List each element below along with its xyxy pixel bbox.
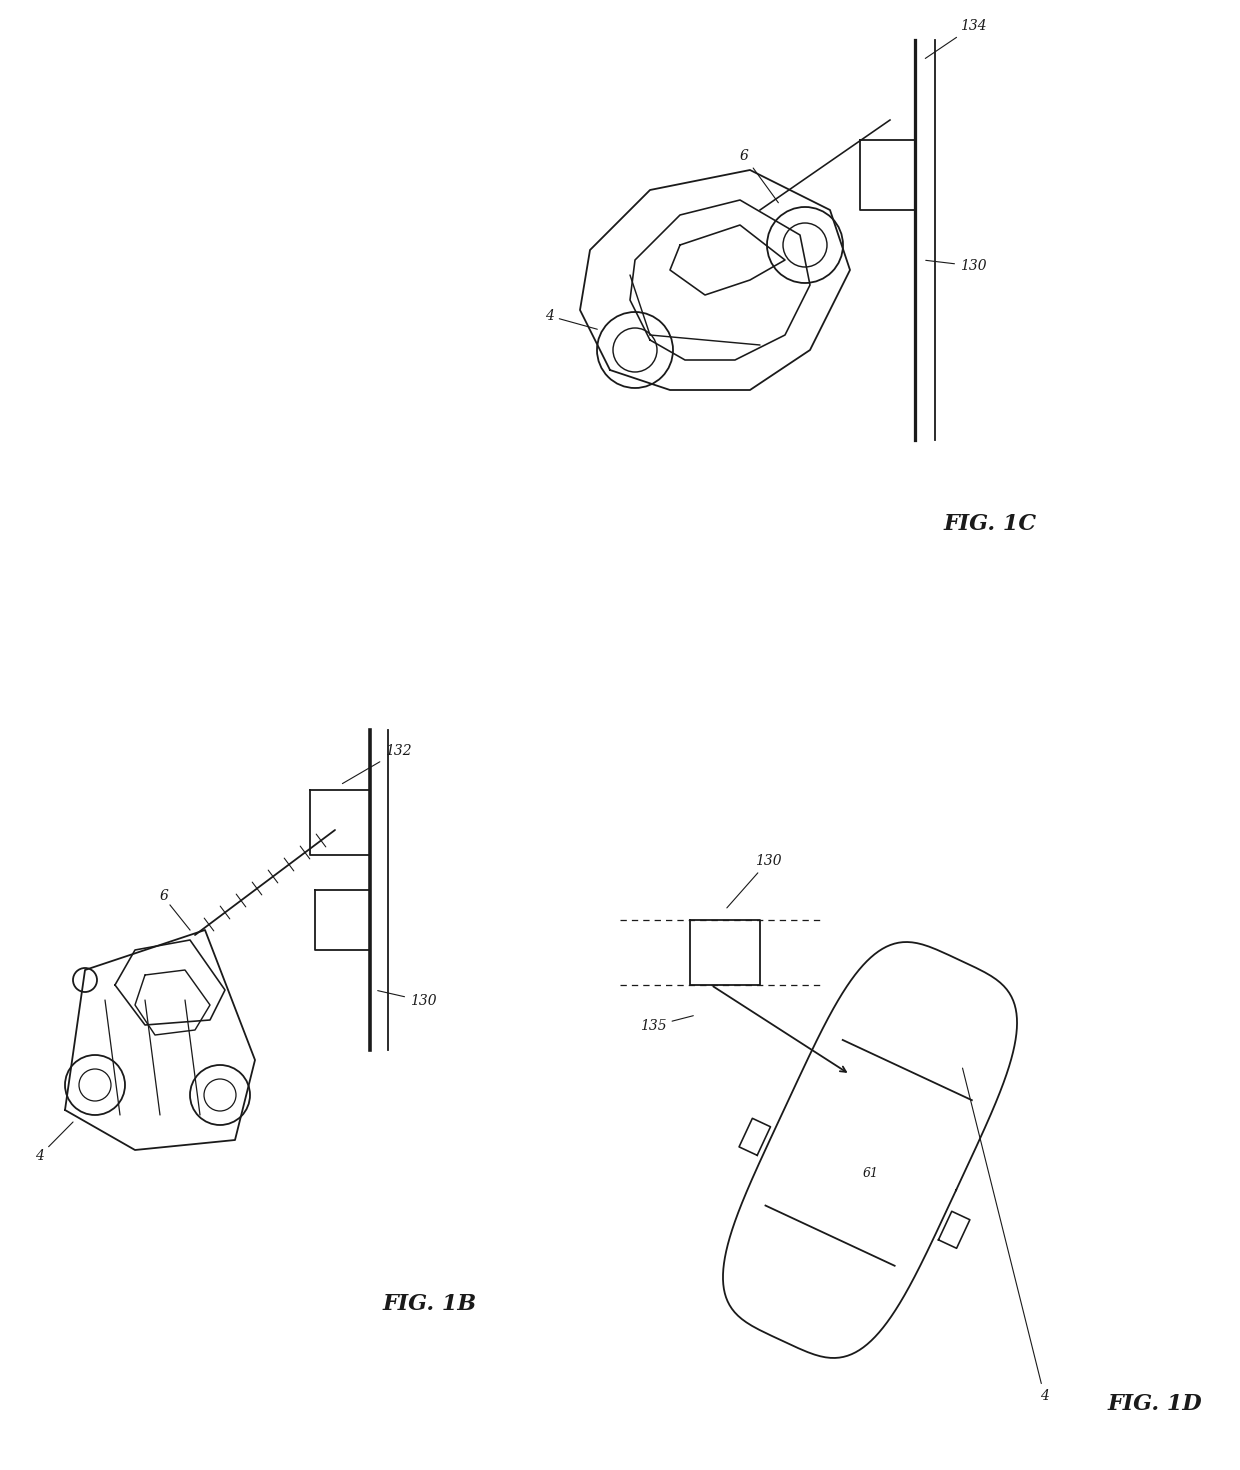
- Text: 6: 6: [160, 889, 169, 903]
- Text: 130: 130: [378, 991, 436, 1008]
- Text: 132: 132: [342, 744, 412, 784]
- Text: 135: 135: [640, 1016, 693, 1033]
- Text: FIG. 1B: FIG. 1B: [383, 1294, 477, 1316]
- Text: 4: 4: [35, 1122, 73, 1163]
- Text: FIG. 1C: FIG. 1C: [944, 513, 1037, 535]
- Text: 4: 4: [546, 309, 598, 329]
- Text: 6: 6: [740, 148, 779, 203]
- Text: 130: 130: [727, 854, 781, 908]
- Text: 4: 4: [962, 1069, 1049, 1402]
- Text: FIG. 1D: FIG. 1D: [1107, 1394, 1203, 1416]
- Text: 134: 134: [925, 19, 987, 59]
- Text: 61: 61: [862, 1167, 878, 1180]
- Text: 130: 130: [926, 259, 987, 273]
